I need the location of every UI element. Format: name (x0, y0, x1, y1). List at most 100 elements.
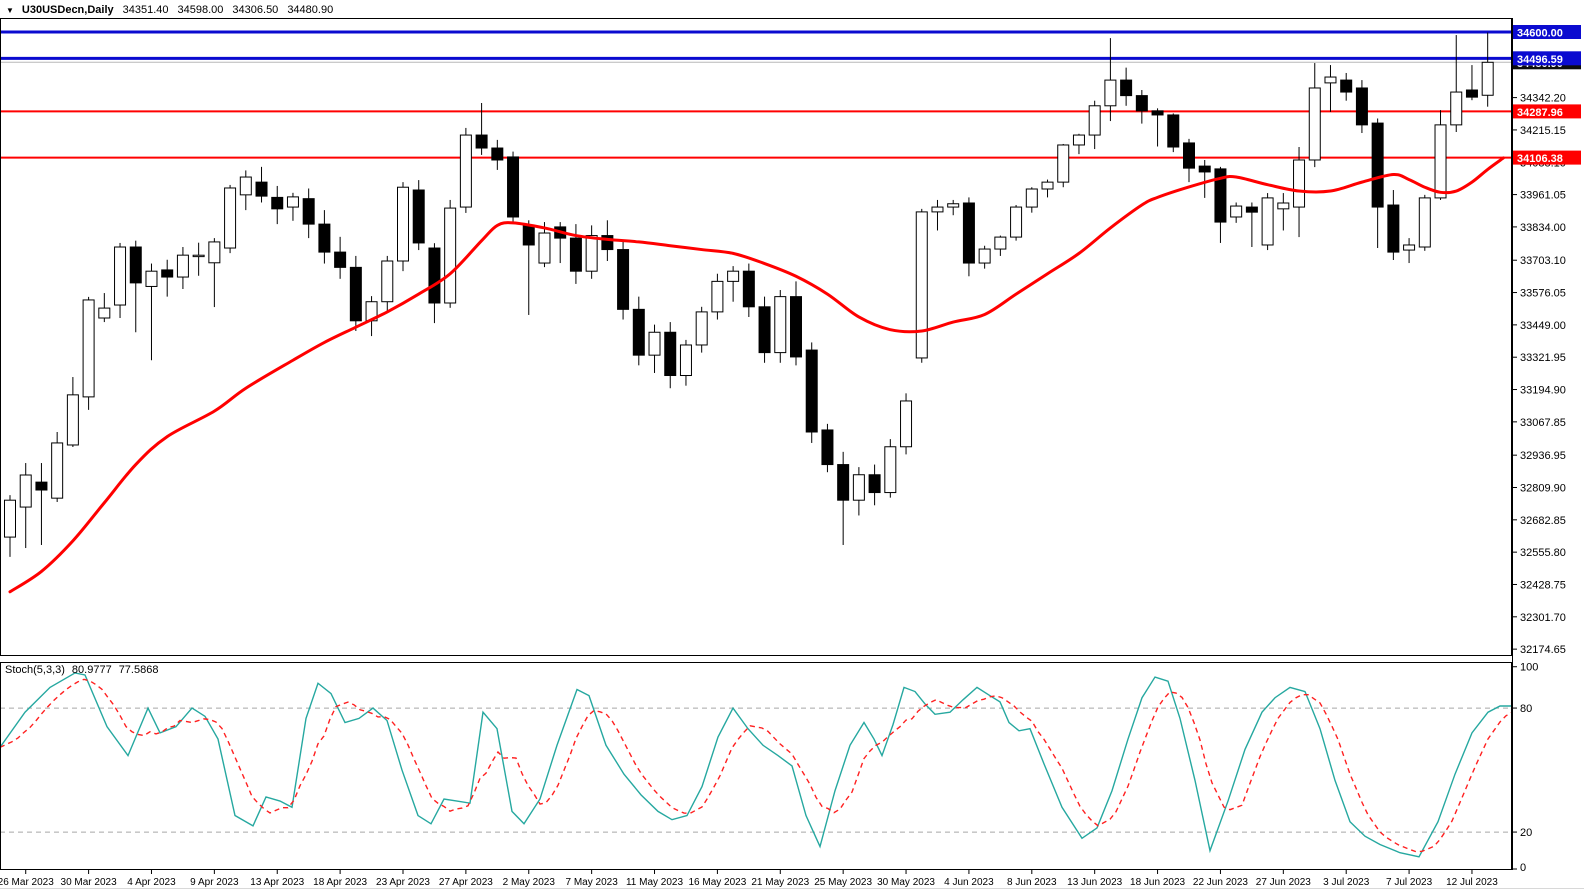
candle (286, 192, 299, 221)
date-label: 27 Apr 2023 (439, 877, 493, 888)
candle (1057, 143, 1070, 188)
candle (1025, 187, 1038, 213)
bar-open-value: 34351.40 (122, 4, 169, 16)
candle (255, 166, 268, 203)
candle (82, 296, 95, 410)
date-label: 9 Apr 2023 (190, 877, 239, 888)
date-label: 8 Jun 2023 (1007, 877, 1057, 888)
candle (1324, 65, 1337, 112)
candle (1120, 67, 1133, 106)
price-tick-label: 33194.90 (1520, 385, 1566, 397)
candle (475, 102, 488, 155)
candle (931, 199, 944, 231)
candle (1104, 38, 1117, 122)
candle (334, 236, 347, 279)
date-label: 7 May 2023 (566, 877, 619, 888)
price-tick-label: 32682.85 (1520, 515, 1566, 527)
date-label: 7 Jul 2023 (1386, 877, 1433, 888)
candle (4, 495, 16, 557)
price-tick-label: 32809.90 (1520, 482, 1566, 494)
candle (679, 339, 692, 386)
symbol-dropdown-icon: ▼ (6, 5, 14, 15)
date-label: 21 May 2023 (751, 877, 809, 888)
price-tick-label: 33961.05 (1520, 190, 1566, 202)
candle (900, 393, 913, 455)
candle (868, 464, 881, 506)
indicator-label: Stoch(5,3,3) 80.9777 77.5868 (5, 664, 158, 676)
date-label: 16 May 2023 (688, 877, 746, 888)
candle (1450, 35, 1463, 132)
candle (1403, 238, 1416, 264)
date-label: 13 Apr 2023 (250, 877, 304, 888)
moving-average-line (8, 156, 1505, 594)
candle (491, 139, 504, 170)
main-chart-panel[interactable] (0, 30, 1512, 594)
price-tick-label: 33576.05 (1520, 288, 1566, 300)
indicator-name: Stoch(5,3,3) (5, 664, 65, 676)
candle (302, 188, 315, 239)
date-label: 27 Jun 2023 (1256, 877, 1311, 888)
candle (617, 240, 630, 320)
candle (1245, 202, 1258, 248)
stochastic-panel[interactable] (0, 672, 1512, 858)
candle (161, 259, 174, 297)
candle (365, 296, 378, 337)
stoch-tick-label: 0 (1520, 862, 1526, 874)
horizontal-lines (1, 30, 1511, 159)
date-label: 2 May 2023 (503, 877, 556, 888)
candle (459, 127, 472, 213)
stoch-d-line (1, 678, 1511, 853)
candle (632, 296, 645, 366)
candle (522, 220, 535, 315)
price-axis[interactable]: 34342.2034215.1534088.1033961.0533834.00… (1512, 25, 1581, 656)
price-tick-label: 32174.65 (1520, 644, 1566, 656)
candle (1355, 80, 1368, 134)
price-tick-label: 32428.75 (1520, 579, 1566, 591)
candle (852, 467, 865, 516)
date-label: 3 Jul 2023 (1323, 877, 1370, 888)
price-tick-label: 32555.80 (1520, 547, 1566, 559)
candle (1418, 194, 1431, 251)
price-tick-label: 34342.20 (1520, 93, 1566, 105)
candle (569, 224, 582, 284)
price-tick-label: 34215.15 (1520, 125, 1566, 137)
candle (554, 222, 567, 264)
candle (538, 222, 551, 268)
candle (790, 281, 802, 366)
candle (758, 296, 771, 363)
candle (585, 225, 598, 279)
price-tick-label: 33067.85 (1520, 417, 1566, 429)
time-axis[interactable]: 26 Mar 2023 30 Mar 2023 4 Apr 2023 9 Apr 20… (0, 870, 1498, 888)
chart-header: ▼ U30USDecn,Daily 34351.40 34598.00 3430… (6, 4, 333, 16)
candle (224, 184, 237, 254)
price-line-label (1513, 150, 1581, 165)
price-tick-label: 32301.70 (1520, 612, 1566, 624)
date-label: 18 Jun 2023 (1130, 877, 1185, 888)
candle (1183, 138, 1195, 183)
candle (507, 151, 520, 224)
svg-text:34496.59: 34496.59 (1517, 54, 1563, 66)
candle (381, 255, 394, 313)
candle (145, 263, 158, 361)
candle (742, 263, 755, 317)
date-label: 26 Mar 2023 (0, 877, 54, 888)
candle (1167, 113, 1180, 153)
date-label: 13 Jun 2023 (1067, 877, 1122, 888)
candle (1151, 108, 1164, 147)
candle (1198, 159, 1211, 198)
candle (1261, 193, 1274, 251)
indicator-k-value: 80.9777 (71, 664, 112, 676)
candle (1088, 100, 1101, 150)
price-tick-label: 33703.10 (1520, 255, 1566, 267)
candle (1010, 205, 1023, 241)
candle (1072, 133, 1085, 155)
stoch-axis[interactable]: 100 80 20 0 (1512, 662, 1538, 874)
candle (114, 242, 127, 319)
candle (1371, 118, 1384, 249)
candle (695, 306, 708, 353)
date-label: 25 May 2023 (814, 877, 872, 888)
svg-text:34600.00: 34600.00 (1517, 28, 1563, 40)
candle (947, 199, 960, 216)
date-label: 30 Mar 2023 (61, 877, 118, 888)
